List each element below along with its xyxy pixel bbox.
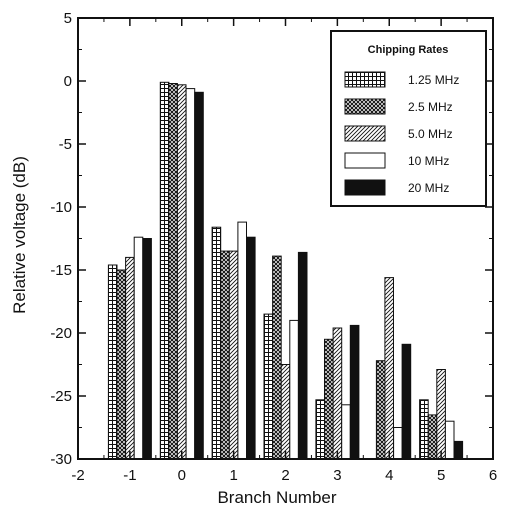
bar-5-0-mhz-branch--1 (125, 256, 135, 460)
y-tick-label: -10 (50, 199, 72, 216)
y-tick-label: 5 (64, 10, 72, 27)
bar-5-0-mhz-branch-3 (332, 327, 343, 460)
tick-labels: 50-5-10-15-20-25-30-2 -1 0 1 2 3 4 5 6 (50, 10, 497, 484)
x-tick-label: 0 (178, 467, 186, 484)
legend-box (330, 30, 487, 207)
legend-swatch (344, 125, 386, 142)
bar-1-25-mhz-branch-1 (211, 226, 222, 460)
legend-label: 1.25 MHz (408, 73, 459, 87)
y-axis-label: Relative voltage (dB) (10, 156, 29, 314)
legend: Chipping Rates 1.25 MHz 2.5 MHz 5.0 MHz 10 … (330, 30, 487, 207)
legend-label: 10 MHz (408, 154, 449, 168)
legend-label: 2.5 MHz (408, 100, 453, 114)
x-tick-label: -2 (71, 467, 84, 484)
bar-20-mhz-branch-2 (297, 251, 308, 460)
legend-label: 20 MHz (408, 181, 449, 195)
bar-1-25-mhz-branch-2 (263, 313, 274, 460)
bar-2-5-mhz-branch-1 (220, 250, 230, 460)
bar-2-5-mhz-branch-0 (168, 83, 178, 460)
bar-1-25-mhz-branch--1 (107, 264, 118, 460)
bar-2-5-mhz-branch--1 (116, 269, 127, 460)
bar-20-mhz-branch-1 (246, 236, 256, 460)
bar-2-5-mhz-branch-2 (272, 255, 282, 460)
bar-10-mhz-branch-3 (341, 404, 351, 460)
legend-item: 20 MHz (344, 179, 449, 196)
bar-10-mhz-branch-4 (393, 427, 403, 460)
legend-swatch (344, 98, 386, 115)
axes (77, 17, 494, 460)
legend-item: 2.5 MHz (344, 98, 453, 115)
x-tick-label: 3 (333, 467, 341, 484)
y-tick-label: -5 (59, 136, 72, 153)
bar-20-mhz-branch-3 (349, 324, 360, 460)
bars (107, 81, 464, 460)
bar-1-25-mhz-branch-0 (159, 81, 170, 460)
x-axis-label: Branch Number (217, 488, 336, 507)
y-tick-label: -20 (50, 325, 72, 342)
bar-20-mhz-branch-4 (401, 343, 412, 460)
bar-10-mhz-branch-1 (237, 221, 247, 460)
legend-swatch (344, 152, 386, 169)
x-tick-label: 1 (229, 467, 237, 484)
legend-item: 5.0 MHz (344, 125, 453, 142)
x-tick-label: 2 (281, 467, 289, 484)
y-tick-label: -15 (50, 262, 72, 279)
legend-item: 10 MHz (344, 152, 449, 169)
bar-5-0-mhz-branch-4 (384, 277, 394, 460)
bar-5-0-mhz-branch-5 (436, 369, 446, 460)
bar-20-mhz-branch-0 (194, 91, 204, 460)
legend-label: 5.0 MHz (408, 127, 453, 141)
bar-10-mhz-branch-0 (185, 88, 196, 460)
y-tick-label: -25 (50, 388, 72, 405)
legend-swatch (344, 179, 386, 196)
bar-1-25-mhz-branch-3 (315, 399, 325, 460)
bar-20-mhz-branch-5 (453, 440, 464, 460)
bar-2-5-mhz-branch-4 (375, 360, 386, 460)
bar-10-mhz-branch--1 (133, 236, 144, 460)
y-tick-label: 0 (64, 73, 72, 90)
bar-20-mhz-branch--1 (142, 238, 152, 460)
legend-item: 1.25 MHz (344, 71, 459, 88)
bar-5-0-mhz-branch-0 (176, 84, 187, 460)
x-tick-label: 6 (489, 467, 497, 484)
bar-10-mhz-branch-2 (289, 319, 299, 460)
y-tick-label: -30 (50, 451, 72, 468)
x-tick-label: -1 (123, 467, 136, 484)
bar-5-0-mhz-branch-2 (280, 364, 291, 460)
bar-10-mhz-branch-5 (444, 420, 455, 460)
x-tick-label: 5 (437, 467, 445, 484)
legend-swatch (344, 71, 386, 88)
bar-2-5-mhz-branch-3 (324, 338, 334, 460)
legend-items: 1.25 MHz 2.5 MHz 5.0 MHz 10 MHz 20 MHz (344, 71, 459, 196)
bar-2-5-mhz-branch-5 (427, 414, 438, 460)
bar-1-25-mhz-branch-5 (419, 399, 429, 460)
bar-5-0-mhz-branch-1 (228, 250, 239, 460)
legend-title: Chipping Rates (368, 44, 449, 56)
x-tick-label: 4 (385, 467, 393, 484)
